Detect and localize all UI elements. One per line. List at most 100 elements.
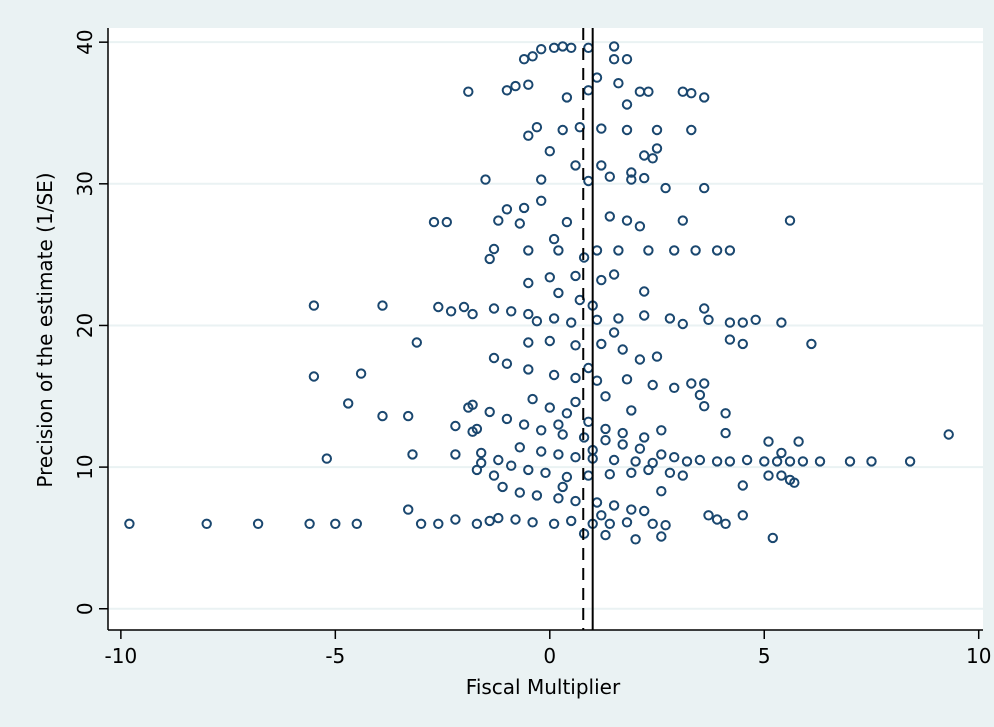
data-point [767,532,778,544]
data-point [699,303,710,314]
data-point [634,221,646,232]
data-point [651,124,663,136]
data-point [570,452,581,463]
data-point [771,456,783,467]
data-point [608,500,620,511]
data-point [553,493,564,504]
data-point [570,270,581,282]
data-point [523,337,534,348]
data-point [737,317,748,328]
data-point [544,402,555,413]
data-point [471,423,483,435]
data-point [596,510,607,521]
data-point [669,245,680,256]
data-point [600,423,611,435]
data-point [377,410,388,422]
data-point [703,510,714,521]
data-point [784,456,796,467]
data-point [561,471,573,483]
data-point [621,54,633,65]
data-point [617,439,628,450]
data-point [488,303,500,314]
data-point [776,447,787,459]
data-point [600,529,611,541]
data-point [450,449,461,460]
x-tick-label: 5 [758,644,771,668]
data-point [750,314,761,325]
y-axis-ticks: 0 10 20 30 40 [73,29,108,615]
data-point [506,306,517,317]
data-point [621,99,633,110]
data-point [626,504,637,515]
gridlines [108,41,983,610]
data-point [626,174,637,185]
data-point [308,371,320,382]
data-point [557,429,568,440]
data-point [613,78,624,89]
data-point [686,378,697,389]
data-point [518,419,530,430]
data-point [596,338,607,350]
data-point [724,456,736,467]
data-point [523,277,534,289]
data-point [651,351,663,362]
data-point [844,456,856,467]
data-point [501,204,513,215]
data-point [544,335,555,347]
data-point [720,427,731,439]
data-point [536,174,547,185]
data-point [544,146,555,157]
data-point [600,435,611,446]
data-point [343,398,354,409]
data-point [724,245,736,256]
data-point [514,442,525,453]
data-point [647,457,658,469]
data-point [699,92,710,103]
data-point [548,369,560,381]
data-point [699,401,710,412]
data-point [467,308,478,320]
data-point [703,314,714,325]
data-point [660,182,671,194]
data-point [604,171,615,182]
x-tick-label: -5 [325,644,345,668]
data-point [677,470,688,481]
data-point [737,480,748,491]
data-point [776,317,787,328]
data-point [536,446,547,457]
y-tick-label: 10 [73,454,97,479]
data-point [566,42,577,53]
data-point [711,514,723,525]
data-point [527,393,538,405]
data-point [484,253,495,265]
data-point [784,215,796,226]
data-point [656,486,667,497]
data-point [536,44,547,55]
data-point [904,456,916,467]
data-point [493,512,504,524]
data-point [553,449,564,460]
data-point [566,515,577,527]
data-point [690,245,701,256]
data-point [763,470,774,481]
data-point [463,86,474,97]
data-point [814,456,826,467]
x-tick-label: 10 [966,644,991,668]
data-point [656,449,667,460]
data-point [639,172,650,184]
data-point [561,92,573,103]
data-point [501,413,513,425]
data-point [596,160,607,171]
data-point [647,518,658,529]
data-point [467,399,478,410]
data-point [720,408,731,419]
data-point [304,518,315,529]
data-point [737,510,748,521]
data-point [201,518,212,529]
y-tick-label: 20 [73,313,97,338]
data-point [377,300,388,311]
data-point [686,88,697,99]
data-point [523,79,534,90]
data-point [566,317,577,328]
data-point [608,54,620,65]
